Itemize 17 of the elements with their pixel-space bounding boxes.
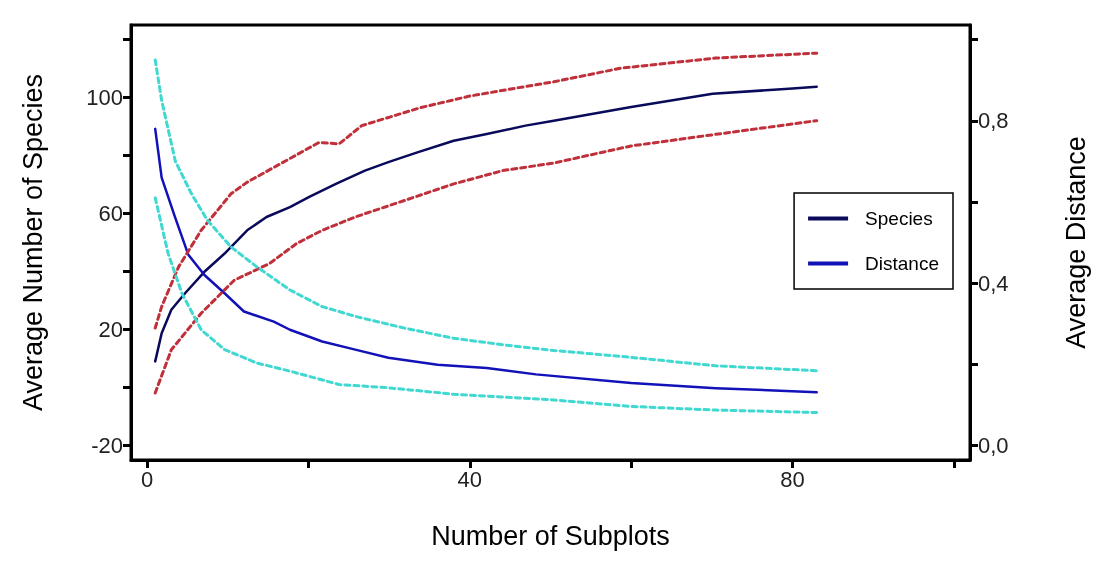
x-axis-title: Number of Subplots bbox=[431, 520, 670, 551]
y-tick-label: 100 bbox=[86, 85, 123, 110]
y-tick-label: 20 bbox=[98, 317, 123, 342]
x-tick-label: 80 bbox=[780, 466, 805, 492]
x-tick-label: 0 bbox=[141, 466, 154, 492]
y-tick-label: -20 bbox=[91, 433, 123, 458]
y-tick-label: 60 bbox=[98, 201, 123, 226]
y2-axis-title: Average Distance bbox=[1060, 136, 1091, 349]
y-axis-title: Average Number of Species bbox=[17, 73, 48, 412]
legend-label: Distance bbox=[865, 253, 939, 274]
x-tick-label: 40 bbox=[457, 466, 483, 492]
y2-tick-label: 0,8 bbox=[978, 108, 1009, 134]
line-series bbox=[153, 196, 819, 415]
legend-label: Species bbox=[865, 208, 933, 229]
line-series bbox=[153, 51, 819, 330]
y2-tick-label: 0,4 bbox=[978, 270, 1009, 296]
y2-tick-label: 0,0 bbox=[978, 432, 1009, 458]
